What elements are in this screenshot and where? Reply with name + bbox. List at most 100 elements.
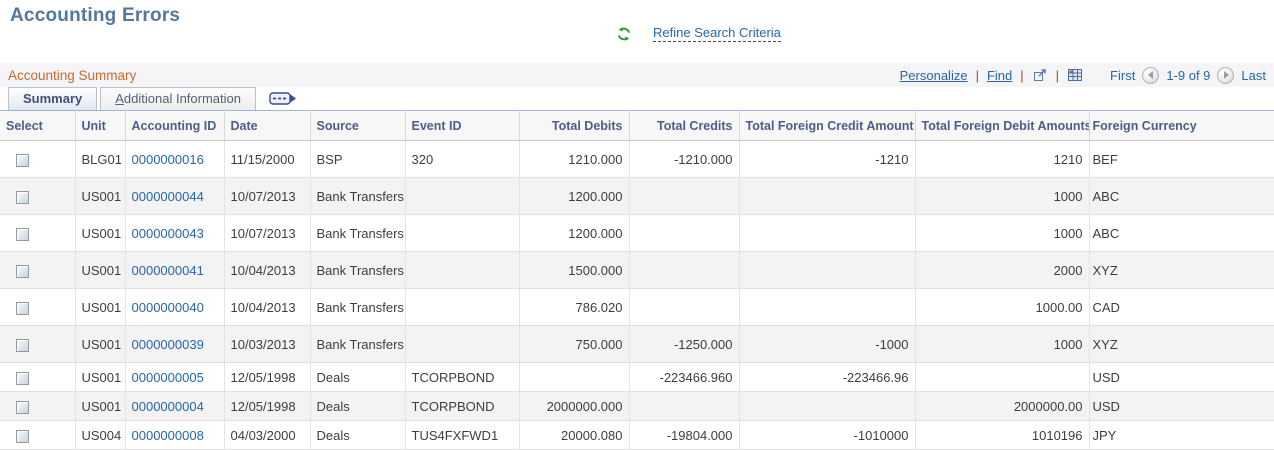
accounting-summary-grid: Select Unit Accounting ID Date Source Ev…: [0, 110, 1274, 450]
personalize-link[interactable]: Personalize: [899, 67, 968, 83]
col-header-foreign-currency: Foreign Currency: [1089, 110, 1274, 141]
accounting-id-link[interactable]: 0000000043: [131, 225, 204, 241]
cell-total-foreign-credit-amount: -1000: [739, 325, 916, 363]
cell-select: [0, 214, 76, 252]
row-select-checkbox[interactable]: [16, 153, 29, 167]
cell-accounting-id: 0000000039: [125, 325, 225, 363]
refine-search-criteria-link[interactable]: Refine Search Criteria: [653, 25, 781, 42]
table-header-row: Select Unit Accounting ID Date Source Ev…: [0, 110, 1274, 141]
cell-event-id: TUS4FXFWD1: [405, 420, 520, 450]
table-row: US001 0000000005 12/05/1998 Deals TCORPB…: [0, 362, 1274, 392]
table-row: US001 0000000041 10/04/2013 Bank Transfe…: [0, 251, 1274, 289]
cell-total-debits: 1200.000: [519, 214, 630, 252]
table-row: US001 0000000043 10/07/2013 Bank Transfe…: [0, 214, 1274, 252]
cell-total-foreign-credit-amount: [739, 391, 916, 421]
tab-additional-information[interactable]: Additional Information: [100, 87, 256, 110]
section-header-bar: Accounting Summary Personalize | Find | …: [0, 63, 1274, 87]
cell-unit: US001: [75, 214, 126, 252]
col-header-total-credits: Total Credits: [629, 110, 740, 141]
download-grid-icon[interactable]: [1067, 67, 1083, 83]
col-header-source: Source: [310, 110, 406, 141]
find-link[interactable]: Find: [986, 67, 1013, 83]
cell-event-id: 320: [405, 140, 520, 178]
cell-total-foreign-debit-amounts: 1210: [915, 140, 1090, 178]
accounting-id-link[interactable]: 0000000041: [131, 262, 204, 278]
accounting-id-link[interactable]: 0000000005: [131, 369, 204, 385]
cell-unit: US001: [75, 251, 126, 289]
cell-unit: US001: [75, 288, 126, 326]
cell-date: 12/05/1998: [224, 362, 311, 392]
cell-source: Bank Transfers: [310, 251, 406, 289]
cell-date: 11/15/2000: [224, 140, 311, 178]
cell-accounting-id: 0000000043: [125, 214, 225, 252]
cell-foreign-currency: XYZ: [1089, 251, 1274, 289]
row-select-checkbox[interactable]: [16, 190, 29, 204]
cell-accounting-id: 0000000016: [125, 140, 225, 178]
accounting-id-link[interactable]: 0000000040: [131, 299, 204, 315]
accounting-id-link[interactable]: 0000000008: [131, 427, 204, 443]
cell-total-foreign-debit-amounts: 1000: [915, 214, 1090, 252]
cell-foreign-currency: CAD: [1089, 288, 1274, 326]
next-page-icon[interactable]: [1217, 66, 1235, 84]
tab-summary[interactable]: Summary: [8, 87, 98, 110]
cell-source: Deals: [310, 420, 406, 450]
cell-source: Bank Transfers: [310, 177, 406, 215]
cell-foreign-currency: USD: [1089, 391, 1274, 421]
tab-summary-label: Summary: [23, 91, 83, 106]
cell-total-foreign-debit-amounts: [915, 362, 1090, 392]
row-select-checkbox[interactable]: [16, 400, 29, 414]
cell-accounting-id: 0000000040: [125, 288, 225, 326]
cell-event-id: [405, 251, 520, 289]
view-all-icon[interactable]: [1032, 67, 1048, 83]
cell-date: 10/04/2013: [224, 251, 311, 289]
accounting-id-link[interactable]: 0000000039: [131, 336, 204, 352]
cell-source: Bank Transfers: [310, 288, 406, 326]
cell-total-debits: 2000000.000: [519, 391, 630, 421]
col-header-total-foreign-debit-amounts: Total Foreign Debit Amounts: [915, 110, 1090, 141]
cell-foreign-currency: ABC: [1089, 214, 1274, 252]
cell-select: [0, 325, 76, 363]
cell-total-foreign-credit-amount: [739, 177, 916, 215]
refresh-icon[interactable]: [616, 26, 632, 42]
col-header-total-debits: Total Debits: [519, 110, 630, 141]
cell-total-credits: [629, 177, 740, 215]
cell-select: [0, 251, 76, 289]
cell-select: [0, 140, 76, 178]
row-select-checkbox[interactable]: [16, 264, 29, 278]
cell-foreign-currency: USD: [1089, 362, 1274, 392]
cell-accounting-id: 0000000004: [125, 391, 225, 421]
cell-source: Bank Transfers: [310, 325, 406, 363]
cell-total-debits: 750.000: [519, 325, 630, 363]
row-select-checkbox[interactable]: [16, 301, 29, 315]
accounting-id-link[interactable]: 0000000016: [131, 151, 204, 167]
cell-unit: BLG01: [75, 140, 126, 178]
row-select-checkbox[interactable]: [16, 371, 29, 385]
cell-total-debits: 20000.080: [519, 420, 630, 450]
row-select-checkbox[interactable]: [16, 338, 29, 352]
pagination-first-link[interactable]: First: [1110, 67, 1136, 83]
cell-total-debits: 1500.000: [519, 251, 630, 289]
cell-total-credits: -19804.000: [629, 420, 740, 450]
pagination-last-link[interactable]: Last: [1241, 67, 1266, 83]
page-title: Accounting Errors: [10, 5, 181, 26]
table-row: US001 0000000040 10/04/2013 Bank Transfe…: [0, 288, 1274, 326]
cell-total-foreign-debit-amounts: 2000: [915, 251, 1090, 289]
cell-unit: US004: [75, 420, 126, 450]
cell-unit: US001: [75, 391, 126, 421]
cell-event-id: [405, 214, 520, 252]
cell-source: Deals: [310, 391, 406, 421]
separator: |: [1055, 67, 1060, 83]
prev-page-icon[interactable]: [1142, 66, 1160, 84]
accounting-id-link[interactable]: 0000000004: [131, 398, 204, 414]
show-all-columns-icon[interactable]: [269, 91, 297, 106]
cell-source: BSP: [310, 140, 406, 178]
row-select-checkbox[interactable]: [16, 227, 29, 241]
cell-select: [0, 288, 76, 326]
col-header-select: Select: [0, 110, 76, 141]
cell-accounting-id: 0000000008: [125, 420, 225, 450]
row-select-checkbox[interactable]: [16, 429, 29, 443]
table-row: US001 0000000044 10/07/2013 Bank Transfe…: [0, 177, 1274, 215]
tab-bar: Summary Additional Information: [8, 87, 297, 110]
accounting-id-link[interactable]: 0000000044: [131, 188, 204, 204]
cell-unit: US001: [75, 325, 126, 363]
